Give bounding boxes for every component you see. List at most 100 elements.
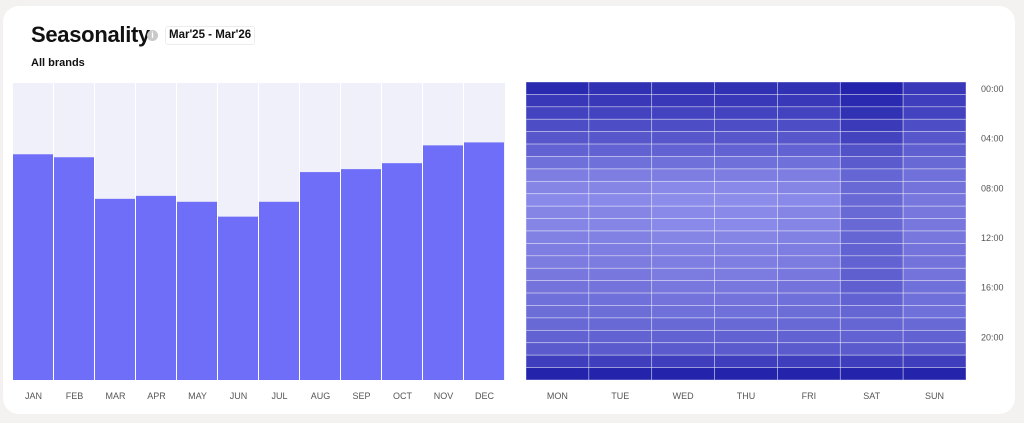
heatmap-cell <box>714 205 778 219</box>
heatmap-cell <box>588 168 653 182</box>
y-tick-label: 20:00 <box>981 332 1004 342</box>
heatmap-cell <box>588 354 653 368</box>
y-tick-label: 08:00 <box>981 183 1004 193</box>
info-icon[interactable]: i <box>147 30 158 41</box>
heatmap-cell <box>651 156 715 170</box>
heatmap-cell <box>525 218 590 232</box>
heatmap-cell <box>777 218 841 232</box>
bar-feb <box>54 157 94 380</box>
heatmap-cell <box>588 267 653 282</box>
heatmap-cell <box>902 156 967 170</box>
bar-jul <box>259 201 299 380</box>
heatmap-cell <box>839 267 904 282</box>
heatmap-cell <box>525 143 590 157</box>
heatmap-cell <box>839 329 904 344</box>
heatmap-cell <box>525 317 590 331</box>
heatmap-cell <box>714 367 778 381</box>
heatmap-cell <box>839 218 904 232</box>
heatmap-cell <box>651 193 715 207</box>
heatmap-cell <box>525 81 590 95</box>
heatmap-cell <box>839 131 904 145</box>
x-tick-label-aug: AUG <box>311 391 331 401</box>
heatmap-cell <box>839 180 904 195</box>
bar-aug <box>300 172 340 380</box>
heatmap-cell <box>588 218 653 232</box>
heatmap-cell <box>902 106 967 120</box>
heatmap-cell <box>525 131 590 145</box>
date-range-selector[interactable]: Mar'25 - Mar'26 <box>165 26 256 45</box>
heatmap-cell <box>839 230 904 244</box>
heatmap-cell <box>525 243 590 257</box>
heatmap-cell <box>777 156 841 170</box>
heatmap-cell <box>777 367 841 381</box>
y-tick-label: 00:00 <box>981 84 1004 94</box>
x-tick-label-oct: OCT <box>393 391 413 401</box>
heatmap-cell <box>525 230 590 244</box>
heatmap-cell <box>525 205 590 219</box>
heatmap-cell <box>651 180 715 195</box>
heatmap-cell <box>525 118 590 133</box>
heatmap-cell <box>651 367 715 381</box>
heatmap-cell <box>714 131 778 145</box>
heatmap-cell <box>777 230 841 244</box>
heatmap-cell <box>902 280 967 294</box>
heatmap-cell <box>525 280 590 294</box>
heatmap-cell <box>714 193 778 207</box>
heatmap-cell <box>714 342 778 356</box>
heatmap-cell <box>777 118 841 133</box>
heatmap-cell <box>839 367 904 381</box>
heatmap-cell <box>651 342 715 356</box>
heatmap-cell <box>588 317 653 331</box>
heatmap-cell <box>525 180 590 195</box>
heatmap-cell <box>839 118 904 133</box>
heatmap-cell <box>588 156 653 170</box>
x-tick-label-jun: JUN <box>230 391 248 401</box>
heatmap-cell <box>902 243 967 257</box>
heatmap-cell <box>777 81 841 95</box>
heatmap-cell <box>839 81 904 95</box>
heatmap-cell <box>714 156 778 170</box>
bar-apr <box>136 195 176 380</box>
heatmap-cell <box>588 305 653 319</box>
heatmap-cell <box>651 230 715 244</box>
heatmap-cell <box>777 131 841 145</box>
heatmap-cell <box>714 305 778 319</box>
heatmap-cell <box>588 342 653 356</box>
heatmap-cell <box>902 193 967 207</box>
heatmap-cell <box>902 292 967 306</box>
heatmap-cell <box>777 94 841 108</box>
y-tick-label: 16:00 <box>981 283 1004 293</box>
heatmap-cell <box>714 143 778 157</box>
heatmap-cell <box>902 267 967 282</box>
heatmap-cell <box>651 168 715 182</box>
x-tick-label-dec: DEC <box>475 391 495 401</box>
heatmap-cell <box>777 106 841 120</box>
heatmap-cell <box>525 342 590 356</box>
heatmap-cell <box>839 255 904 269</box>
x-tick-label-thu: THU <box>737 391 756 401</box>
heatmap-cell <box>651 267 715 282</box>
heatmap-cell <box>777 329 841 344</box>
heatmap-cell <box>588 292 653 306</box>
heatmap-cell <box>714 329 778 344</box>
x-tick-label-mar: MAR <box>106 391 127 401</box>
bar-sep <box>341 169 381 380</box>
x-tick-label-sep: SEP <box>352 391 370 401</box>
heatmap-cell <box>902 305 967 319</box>
heatmap-cell <box>588 329 653 344</box>
brand-filter-label: All brands <box>31 57 85 69</box>
heatmap-cell <box>588 143 653 157</box>
page-title: Seasonality <box>31 22 150 47</box>
heatmap-cell <box>588 118 653 133</box>
x-tick-label-nov: NOV <box>434 391 454 401</box>
heatmap-cell <box>839 205 904 219</box>
heatmap-cell <box>902 180 967 195</box>
heatmap-cell <box>714 230 778 244</box>
heatmap-cell <box>714 354 778 368</box>
heatmap-cell <box>777 143 841 157</box>
heatmap-cell <box>651 280 715 294</box>
heatmap-cell <box>588 81 653 95</box>
heatmap-cell <box>839 280 904 294</box>
bar-jun <box>218 216 258 380</box>
heatmap-cell <box>902 342 967 356</box>
